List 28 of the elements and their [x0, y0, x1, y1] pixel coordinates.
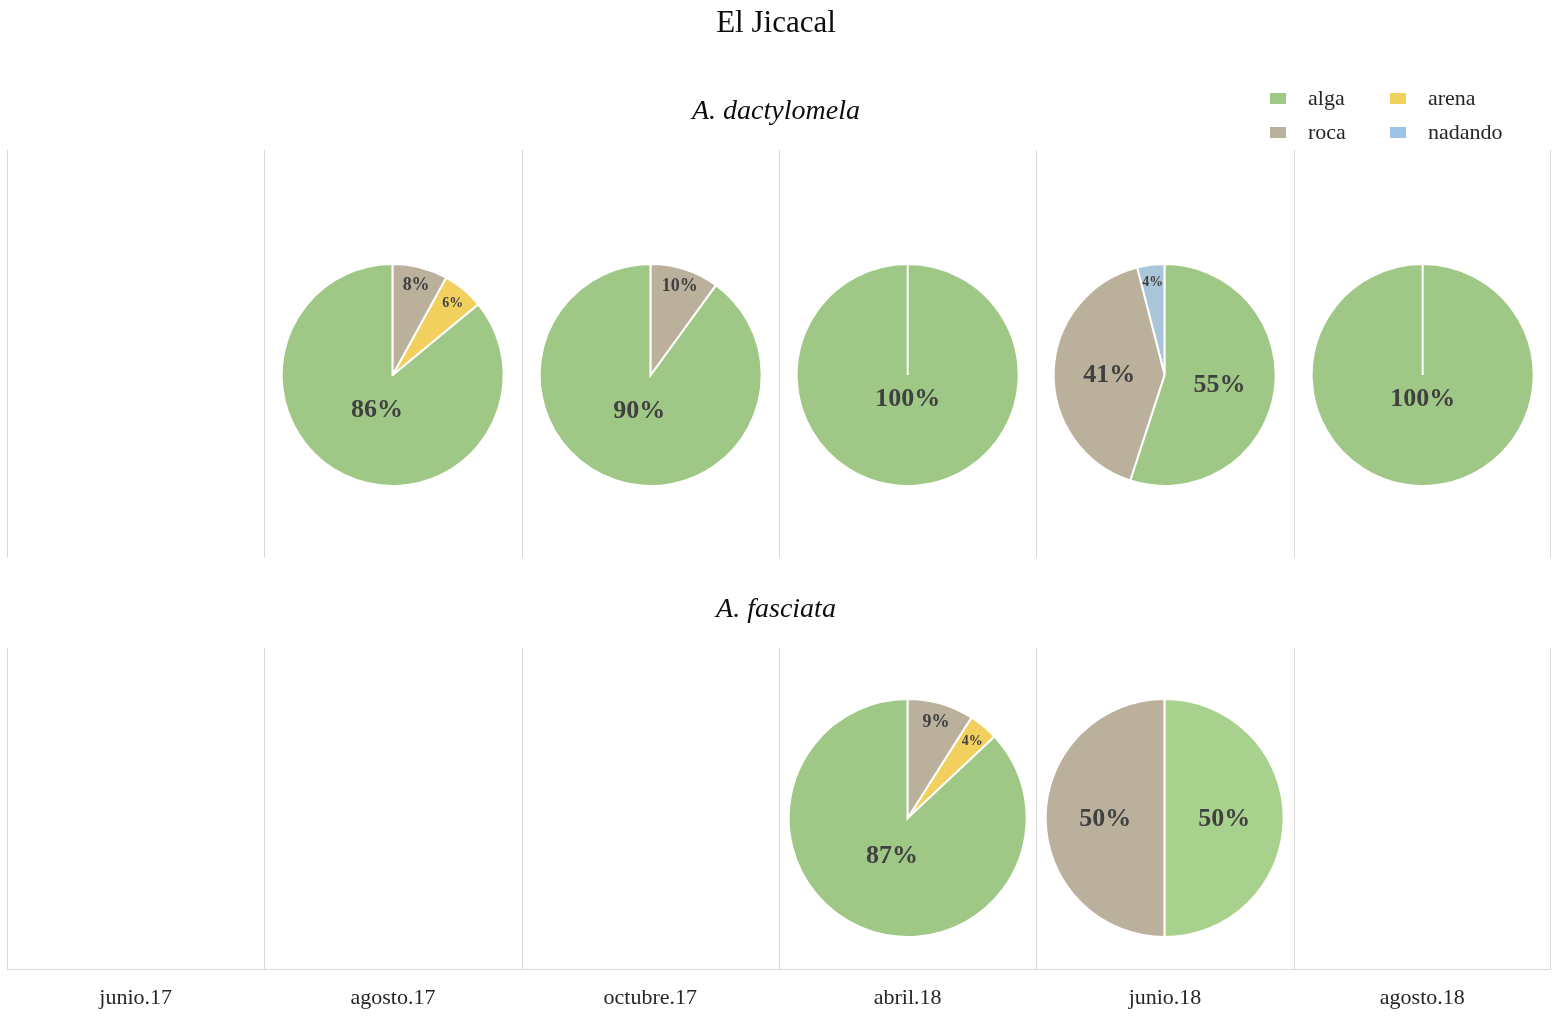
data-label: 50%: [1198, 803, 1251, 833]
data-label: 4%: [1142, 273, 1164, 289]
text: A. dactylomela: [692, 94, 860, 125]
text: El Jicacal: [716, 4, 836, 39]
data-label: 55%: [1193, 369, 1246, 399]
data-label: 87%: [866, 839, 919, 869]
legend-label: arena: [1428, 85, 1476, 111]
data-label: 41%: [1083, 358, 1136, 388]
text: agosto.17: [350, 984, 436, 1009]
data-label: 6%: [442, 294, 464, 310]
data-label: 100%: [875, 382, 941, 412]
data-label: 100%: [1389, 382, 1455, 412]
text: octubre.17: [603, 984, 698, 1009]
data-label: 4%: [961, 732, 983, 748]
data-label: 50%: [1079, 803, 1132, 833]
text: junio.17: [99, 984, 173, 1009]
data-label: 9%: [922, 710, 950, 731]
text: A. fasciata: [716, 592, 836, 623]
data-label: 10%: [661, 275, 698, 296]
text: abril.18: [873, 984, 942, 1009]
data-label: 86%: [351, 393, 404, 423]
text: agosto.18: [1379, 984, 1465, 1009]
legend-label: roca: [1308, 119, 1346, 145]
text: junio.18: [1128, 984, 1202, 1009]
data-label: 90%: [613, 395, 665, 425]
data-label: 8%: [402, 273, 430, 294]
legend-label: nadando: [1428, 119, 1503, 145]
legend-label: alga: [1308, 85, 1345, 111]
